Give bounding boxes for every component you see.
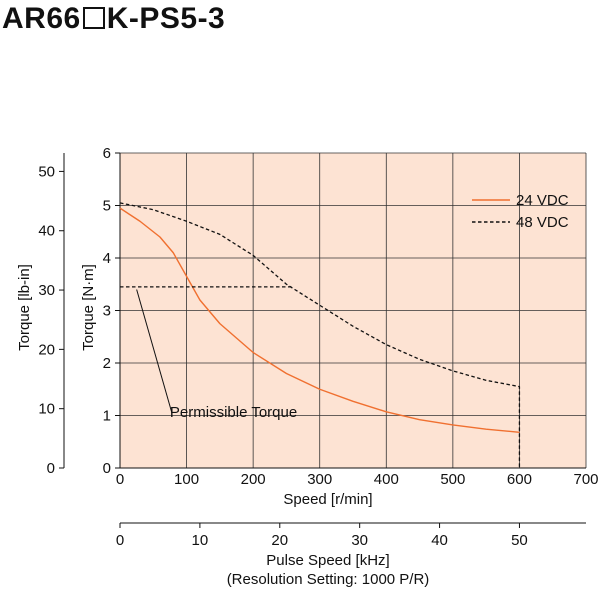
annotation-leader-line bbox=[136, 289, 173, 414]
y2-tick-label: 10 bbox=[38, 401, 55, 418]
y-tick-label: 0 bbox=[103, 460, 111, 477]
legend: 24 VDC 48 VDC bbox=[472, 192, 569, 231]
x-tick-label: 600 bbox=[507, 471, 532, 488]
x-tick-label: 400 bbox=[374, 471, 399, 488]
chart-title: AR66 K-PS5-3 bbox=[2, 2, 225, 36]
x2-tick-label: 20 bbox=[271, 532, 288, 549]
title-suffix: K-PS5-3 bbox=[106, 2, 226, 35]
y-axis-label: Torque [N·m] bbox=[80, 264, 97, 351]
y2-axis-label: Torque [lb-in] bbox=[16, 264, 33, 351]
y-tick-label: 5 bbox=[103, 198, 111, 215]
axes: 0 100 200 300 400 500 600 700012345601020304050… bbox=[38, 145, 598, 549]
axis-labels: Speed [r/min] Pulse Speed [kHz] (Resolutio… bbox=[16, 264, 429, 588]
x2-axis-label: Pulse Speed [kHz] bbox=[266, 552, 389, 569]
y2-tick-label: 40 bbox=[38, 223, 55, 240]
x-axis-label: Speed [r/min] bbox=[283, 491, 372, 508]
y2-tick-label: 30 bbox=[38, 282, 55, 299]
annotation: Permissible Torque bbox=[136, 289, 297, 421]
x2-tick-label: 30 bbox=[351, 532, 368, 549]
y2-tick-label: 20 bbox=[38, 341, 55, 358]
x-tick-label: 200 bbox=[241, 471, 266, 488]
series-lines bbox=[119, 202, 521, 468]
x-tick-label: 700 bbox=[573, 471, 598, 488]
x-tick-label: 300 bbox=[307, 471, 332, 488]
series-line-24-vdc bbox=[119, 207, 520, 433]
x2-tick-label: 0 bbox=[116, 532, 124, 549]
series-line-48-vdc bbox=[119, 202, 521, 468]
y2-tick-label: 0 bbox=[47, 460, 55, 477]
x-tick-label: 0 bbox=[116, 471, 124, 488]
y2-tick-label: 50 bbox=[38, 163, 55, 180]
legend-label: 24 VDC bbox=[516, 192, 569, 209]
x2-tick-label: 50 bbox=[511, 532, 528, 549]
y-tick-label: 2 bbox=[103, 355, 111, 372]
legend-label: 48 VDC bbox=[516, 214, 569, 231]
y-tick-label: 1 bbox=[103, 408, 111, 425]
x-tick-label: 100 bbox=[174, 471, 199, 488]
x2-tick-label: 40 bbox=[431, 532, 448, 549]
x2-axis-sublabel: (Resolution Setting: 1000 P/R) bbox=[227, 571, 430, 588]
y-tick-label: 3 bbox=[103, 303, 111, 320]
model-placeholder-box bbox=[82, 7, 105, 29]
annotation-label: Permissible Torque bbox=[170, 404, 297, 421]
x-tick-label: 500 bbox=[440, 471, 465, 488]
title-prefix: AR66 bbox=[2, 2, 81, 35]
y-tick-label: 6 bbox=[103, 145, 111, 162]
x2-tick-label: 10 bbox=[192, 532, 209, 549]
y-tick-label: 4 bbox=[103, 250, 111, 267]
